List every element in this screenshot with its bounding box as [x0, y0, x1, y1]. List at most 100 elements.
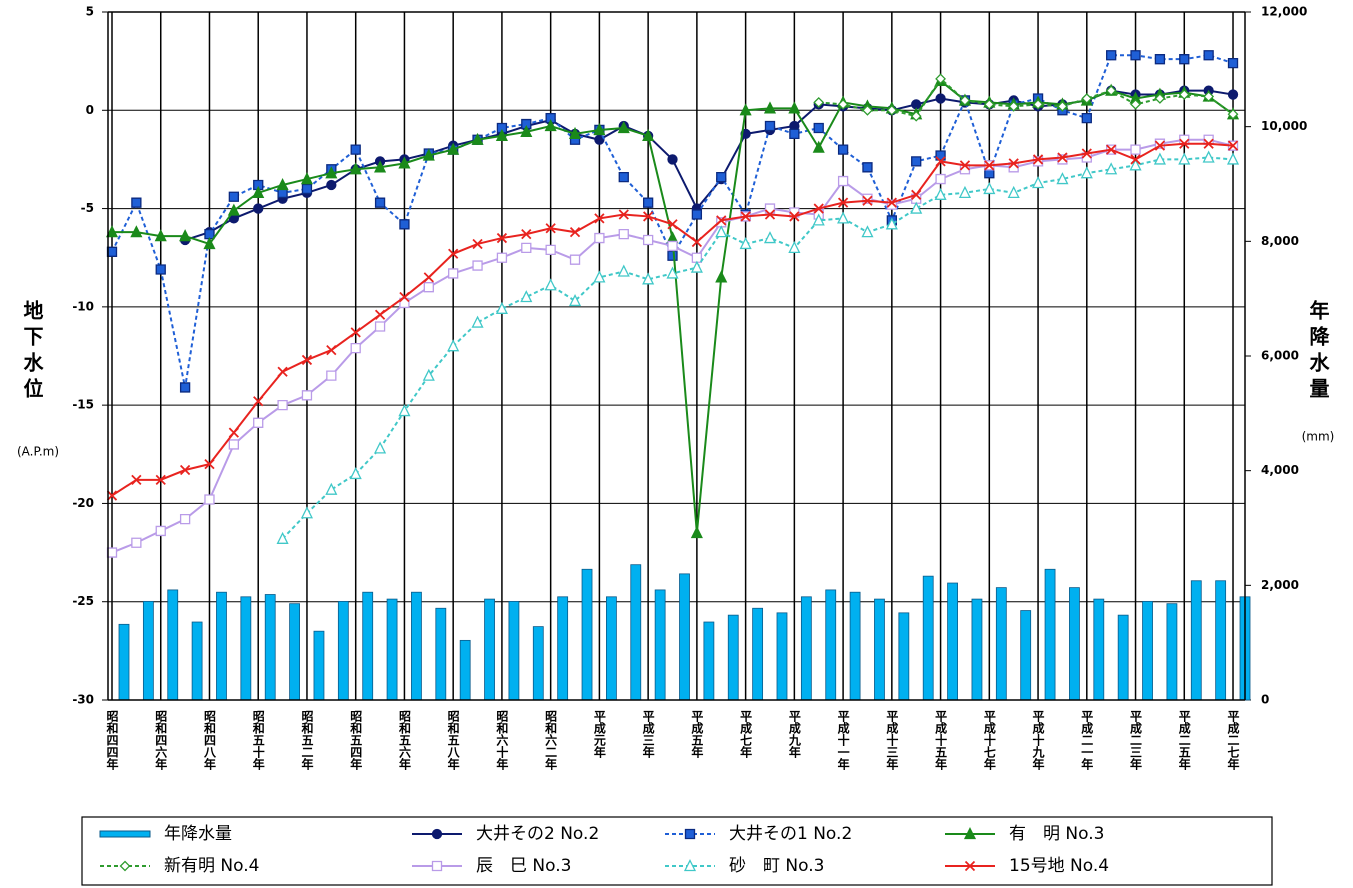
- marker: [545, 244, 556, 256]
- y-tick-label: 5: [86, 5, 94, 19]
- marker: [1007, 185, 1020, 198]
- marker: [1227, 108, 1239, 120]
- marker: [253, 203, 264, 214]
- marker: [106, 490, 118, 501]
- marker: [667, 219, 678, 230]
- bar: [1166, 603, 1178, 701]
- marker: [740, 211, 751, 222]
- marker: [1227, 140, 1239, 151]
- y2-tick-label: 6,000: [1261, 349, 1299, 363]
- marker: [963, 827, 977, 840]
- marker: [228, 191, 239, 202]
- marker: [520, 290, 533, 303]
- marker: [983, 98, 995, 110]
- marker: [1130, 144, 1141, 155]
- marker: [495, 301, 508, 314]
- marker: [691, 236, 703, 248]
- marker: [715, 225, 728, 238]
- marker: [447, 339, 460, 352]
- marker: [837, 211, 850, 224]
- marker: [131, 537, 142, 548]
- marker: [617, 264, 630, 277]
- x-tick-label: 昭和五八年: [446, 710, 460, 771]
- legend-label: 15号地 No.4: [1009, 856, 1109, 876]
- marker: [253, 396, 264, 407]
- marker: [691, 209, 703, 220]
- marker: [496, 232, 508, 244]
- marker: [642, 128, 655, 141]
- bar: [971, 598, 983, 701]
- x-tick-label: 平成二七年: [1226, 710, 1240, 771]
- marker: [959, 160, 971, 171]
- y-tick-label: -15: [72, 398, 94, 412]
- marker: [496, 122, 508, 134]
- marker: [276, 178, 289, 191]
- marker: [813, 203, 824, 214]
- bar: [581, 568, 593, 701]
- marker: [350, 327, 361, 338]
- marker: [495, 128, 508, 141]
- marker: [204, 494, 215, 505]
- x-tick-label: 平成五年: [690, 710, 704, 759]
- y-tick-label: 0: [86, 103, 94, 117]
- marker: [1178, 89, 1190, 100]
- marker: [131, 197, 142, 208]
- marker: [789, 211, 800, 222]
- y-tick-label: -10: [72, 299, 94, 313]
- marker: [301, 390, 313, 401]
- marker: [301, 183, 313, 195]
- marker: [667, 154, 678, 165]
- bar: [776, 612, 788, 701]
- marker: [277, 399, 288, 411]
- marker: [594, 134, 605, 145]
- marker: [422, 368, 435, 381]
- marker: [1226, 152, 1240, 165]
- marker: [935, 73, 946, 85]
- bar: [922, 575, 934, 701]
- x-tick-label: 平成二一年: [1080, 710, 1094, 771]
- marker: [886, 197, 897, 208]
- legend-label: 大井その1 No.2: [729, 824, 852, 844]
- marker: [862, 162, 873, 173]
- marker: [764, 120, 776, 132]
- legend-label: 年降水量: [164, 824, 232, 844]
- marker: [545, 112, 556, 124]
- marker: [910, 110, 922, 122]
- marker: [325, 482, 338, 495]
- marker: [398, 404, 411, 417]
- bar: [606, 596, 617, 701]
- marker: [155, 474, 166, 485]
- bar: [654, 589, 666, 701]
- marker: [959, 95, 971, 106]
- marker: [1154, 140, 1166, 151]
- bar: [874, 598, 885, 701]
- bar: [118, 623, 130, 701]
- marker: [690, 525, 703, 539]
- bar: [289, 603, 300, 701]
- series-line: [184, 89, 1234, 241]
- marker: [935, 173, 946, 185]
- marker: [861, 225, 874, 238]
- marker: [617, 121, 630, 134]
- x-tick-label: 平成三年: [641, 710, 655, 759]
- marker: [155, 525, 166, 537]
- marker: [1179, 54, 1190, 65]
- marker: [471, 132, 484, 145]
- marker: [520, 124, 533, 138]
- marker: [1105, 162, 1118, 175]
- x-tick-label: 昭和六十年: [495, 710, 509, 771]
- marker: [813, 122, 824, 134]
- bar: [1215, 580, 1227, 701]
- bar: [1117, 614, 1129, 701]
- marker: [837, 98, 849, 110]
- marker: [106, 547, 118, 558]
- bar: [167, 589, 179, 701]
- x-tick-label: 平成十七年: [982, 710, 996, 771]
- marker: [1106, 144, 1117, 155]
- y-axis-unit: (A.P.m): [17, 445, 59, 459]
- marker: [618, 171, 629, 183]
- bar: [386, 598, 398, 701]
- marker: [471, 315, 484, 328]
- bar: [411, 591, 422, 701]
